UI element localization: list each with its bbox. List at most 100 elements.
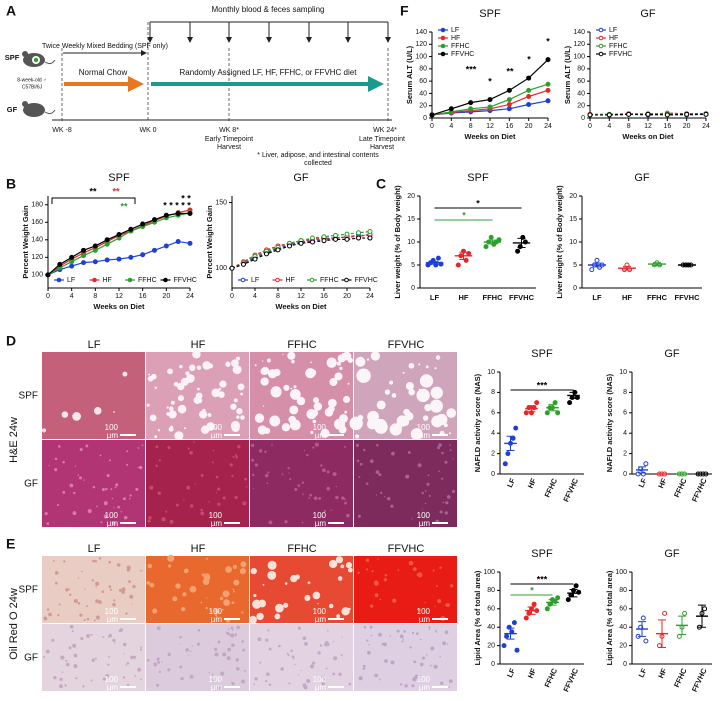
micrograph-texture: [310, 361, 312, 364]
micrograph-texture: [192, 349, 201, 359]
harvest-label: Harvest: [370, 144, 394, 151]
x-tick-label: FFVHC: [690, 666, 709, 693]
micrograph-texture: [411, 518, 413, 520]
micrograph-texture: [262, 360, 264, 362]
scale-label: µm: [419, 519, 431, 528]
mouse-icon: [22, 101, 56, 117]
tissue-label: H&E 24w: [8, 417, 20, 463]
x-axis-label: Weeks on Diet: [275, 302, 327, 311]
micrograph-texture: [384, 389, 391, 395]
micrograph-texture: [410, 428, 423, 441]
y-tick-label: 0: [423, 115, 427, 122]
scale-label: µm: [211, 615, 223, 624]
micrograph-texture: [322, 675, 326, 678]
micrograph-texture: [95, 581, 100, 586]
micrograph-texture: [380, 491, 383, 495]
micrograph-texture: [128, 580, 131, 584]
data-point: [321, 238, 327, 244]
micrograph-texture: [218, 391, 225, 398]
micrograph-texture: [419, 638, 422, 641]
micrograph-texture: [309, 369, 317, 377]
micrograph-texture: [430, 386, 443, 399]
micrograph-texture: [141, 444, 144, 446]
micrograph-texture: [424, 502, 427, 505]
micrograph-texture: [61, 411, 69, 418]
data-point: [128, 226, 134, 232]
micrograph-texture: [196, 387, 200, 391]
y-tick-label: 5: [411, 262, 415, 269]
micrograph-texture: [211, 673, 214, 676]
micrograph-texture: [236, 667, 240, 671]
x-tick-label: 16: [320, 293, 328, 300]
data-point: [523, 410, 529, 416]
x-tick-label: 24: [186, 293, 194, 300]
micrograph-texture: [222, 608, 224, 611]
data-point: [455, 262, 461, 268]
micrograph-texture: [301, 521, 304, 524]
micrograph-texture: [56, 504, 60, 507]
micrograph-texture: [54, 571, 59, 575]
micrograph-texture: [278, 644, 281, 648]
x-tick-label: FFHC: [672, 666, 689, 688]
annotation: **: [89, 186, 97, 196]
micrograph-texture: [65, 588, 69, 592]
micrograph-texture: [65, 662, 70, 667]
micrograph-texture: [115, 483, 119, 487]
micrograph-texture: [251, 473, 255, 477]
x-tick-label: 24: [702, 123, 710, 130]
micrograph-texture: [348, 607, 351, 611]
week-label: WK 0: [139, 127, 156, 134]
y-tick-label: 0: [623, 661, 627, 668]
micrograph-texture: [392, 598, 397, 603]
micrograph-texture: [126, 463, 129, 466]
y-tick-label: 8: [491, 389, 495, 396]
micrograph-texture: [304, 642, 308, 646]
x-axis-label: Weeks on Diet: [464, 132, 516, 141]
data-point: [448, 106, 454, 112]
x-tick-label: 16: [139, 293, 147, 300]
micrograph-texture: [80, 636, 84, 641]
micrograph-texture: [132, 584, 136, 589]
micrograph-texture: [222, 590, 230, 598]
annotation: *: [181, 200, 185, 210]
micrograph-texture: [306, 679, 311, 684]
micrograph-texture: [48, 612, 52, 617]
micrograph-texture: [291, 359, 295, 364]
micrograph-texture: [312, 591, 321, 600]
micrograph-texture: [369, 604, 374, 608]
micrograph-texture: [449, 679, 453, 683]
micrograph-texture: [68, 593, 72, 596]
chow-label: Normal Chow: [79, 68, 128, 77]
x-axis-label: Weeks on Diet: [622, 132, 674, 141]
data-point: [589, 267, 595, 273]
micrograph-texture: [254, 677, 258, 681]
data-point: [643, 461, 649, 467]
micrograph-bg: [250, 440, 353, 527]
micrograph-texture: [168, 410, 177, 419]
micrograph-texture: [126, 683, 130, 687]
micrograph-texture: [227, 628, 230, 630]
micrograph-texture: [170, 425, 174, 429]
micrograph-texture: [335, 556, 344, 564]
data-point: [664, 112, 670, 118]
micrograph-texture: [189, 650, 192, 653]
micrograph-texture: [161, 661, 164, 663]
x-tick-label: 24: [544, 123, 552, 130]
data-point: [344, 231, 350, 237]
micrograph-texture: [421, 491, 424, 495]
micrograph-texture: [170, 400, 175, 405]
micrograph-texture: [72, 412, 81, 421]
micrograph-texture: [417, 463, 422, 468]
data-point: [435, 255, 441, 261]
micrograph-texture: [355, 443, 360, 447]
micrograph-texture: [367, 650, 371, 655]
micrograph-texture: [237, 444, 241, 449]
micrograph-texture: [300, 669, 303, 672]
micrograph-texture: [289, 478, 292, 481]
micrograph-texture: [411, 684, 415, 688]
data-point: [367, 235, 373, 241]
legend-label: FFHC: [451, 43, 470, 50]
data-point: [344, 236, 350, 242]
